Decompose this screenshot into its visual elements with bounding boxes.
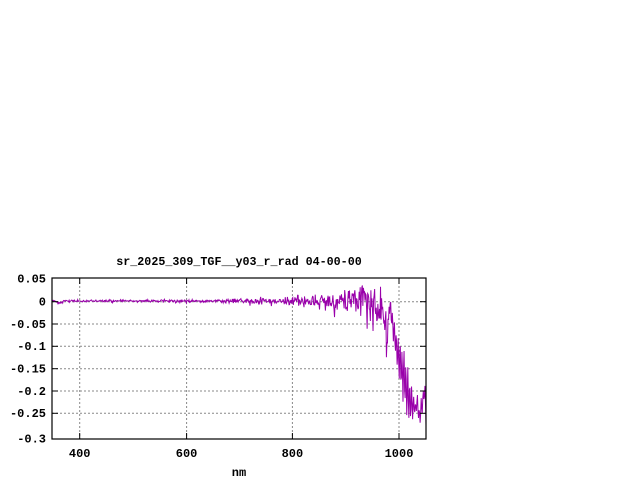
svg-text:1000: 1000 <box>385 447 414 461</box>
svg-text:600: 600 <box>176 447 198 461</box>
svg-text:nm: nm <box>232 466 246 480</box>
svg-text:-0.15: -0.15 <box>10 363 46 377</box>
svg-text:-0.1: -0.1 <box>17 340 46 354</box>
svg-text:800: 800 <box>282 447 304 461</box>
svg-text:-0.05: -0.05 <box>10 318 46 332</box>
svg-text:0: 0 <box>39 296 46 310</box>
svg-text:-0.25: -0.25 <box>10 407 46 421</box>
svg-text:0.05: 0.05 <box>17 273 46 287</box>
svg-text:-0.2: -0.2 <box>17 385 46 399</box>
svg-text:400: 400 <box>69 447 91 461</box>
svg-text:-0.3: -0.3 <box>17 433 46 447</box>
svg-text:sr_2025_309_TGF__y03_r_rad 04-: sr_2025_309_TGF__y03_r_rad 04-00-00 <box>116 255 361 269</box>
